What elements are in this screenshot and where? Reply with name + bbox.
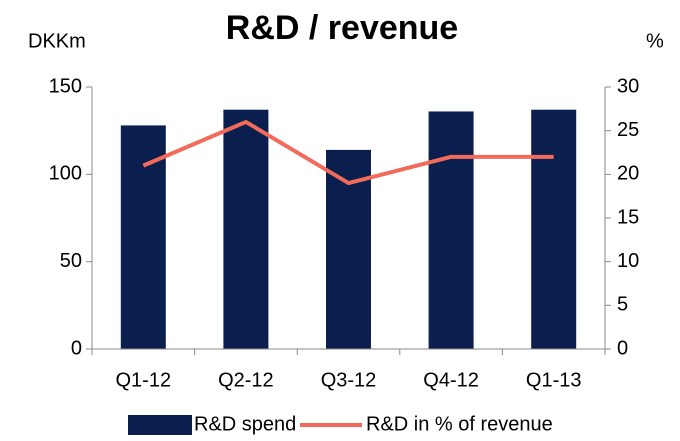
- legend-swatch: [128, 415, 192, 435]
- line: [142, 119, 554, 186]
- y-tick-label: 100: [49, 163, 82, 185]
- y-axis-label: DKKm: [28, 30, 86, 52]
- x-tick-label: Q1-13: [526, 369, 582, 391]
- bar: [531, 109, 577, 349]
- x-tick-label: Q1-12: [116, 369, 172, 391]
- y2-tick-label: 15: [617, 206, 639, 228]
- y2-axis-label: %: [646, 30, 664, 52]
- y-tick-label: 0: [71, 337, 82, 359]
- chart-title: R&D / revenue: [226, 9, 458, 47]
- y2-tick-label: 5: [617, 294, 628, 316]
- x-tick-label: Q3-12: [321, 369, 377, 391]
- y2-tick-label: 20: [617, 163, 639, 185]
- legend-label: R&D in % of revenue: [366, 413, 553, 435]
- bar: [428, 111, 474, 349]
- bar: [120, 125, 166, 349]
- x-tick-label: Q2-12: [218, 369, 274, 391]
- y-tick-label: 50: [60, 250, 82, 272]
- legend-label: R&D spend: [194, 413, 296, 435]
- y2-tick-label: 25: [617, 119, 639, 141]
- y2-tick-label: 0: [617, 337, 628, 359]
- y2-tick-label: 10: [617, 250, 639, 272]
- y-tick-label: 150: [49, 75, 82, 97]
- y2-tick-label: 30: [617, 75, 639, 97]
- bar: [223, 109, 269, 349]
- x-tick-label: Q4-12: [423, 369, 479, 391]
